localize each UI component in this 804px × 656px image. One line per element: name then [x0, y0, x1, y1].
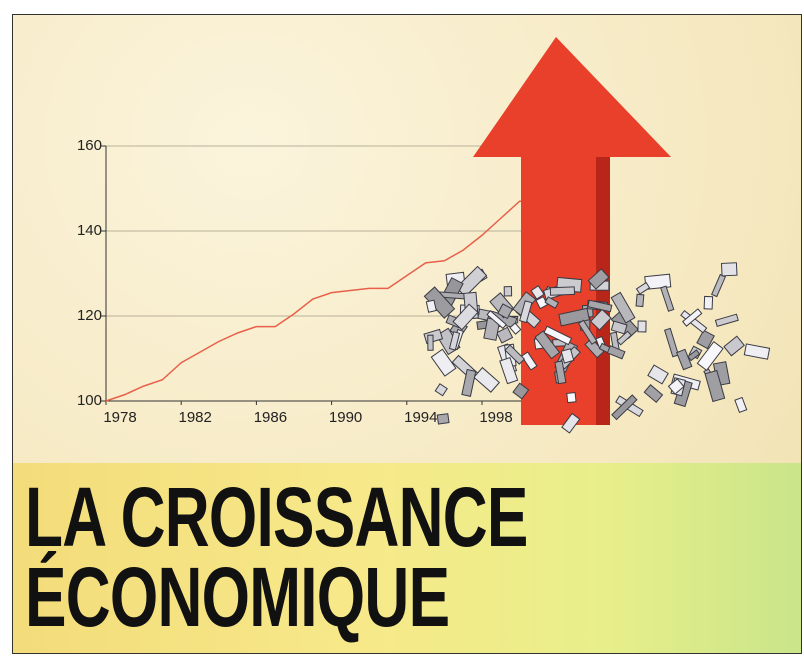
- brick: [688, 350, 700, 361]
- brick: [636, 283, 649, 294]
- brick: [721, 263, 737, 276]
- brick: [715, 314, 738, 326]
- poster: 1001201401601978198219861990199419982002…: [12, 14, 802, 654]
- brick: [735, 397, 747, 412]
- brick: [497, 327, 513, 343]
- brick: [661, 286, 674, 311]
- brick: [435, 384, 447, 396]
- brick: [638, 321, 646, 332]
- x-tick-label: 1986: [254, 409, 287, 426]
- brick: [648, 365, 668, 384]
- x-tick-label: 1982: [179, 409, 212, 426]
- title: LA CROISSANCE ÉCONOMIQUE: [25, 477, 587, 637]
- brick: [636, 294, 644, 306]
- brick: [426, 300, 436, 312]
- brick: [437, 414, 449, 424]
- x-tick-label: 1998: [479, 409, 512, 426]
- brick: [724, 336, 744, 356]
- brick: [431, 349, 456, 376]
- brick: [677, 349, 692, 369]
- brick: [550, 287, 574, 295]
- brick: [704, 296, 712, 309]
- y-tick-label: 100: [77, 392, 102, 409]
- brick: [644, 385, 662, 403]
- y-tick-label: 140: [77, 222, 102, 239]
- brick: [567, 393, 576, 403]
- y-tick-label: 120: [77, 307, 102, 324]
- brick: [474, 368, 499, 393]
- brick: [712, 275, 726, 297]
- brick: [428, 335, 433, 350]
- x-tick-label: 1978: [103, 409, 136, 426]
- x-tick-label: 1990: [329, 409, 362, 426]
- page: 1001201401601978198219861990199419982002…: [0, 0, 804, 656]
- brick: [607, 346, 624, 359]
- x-tick-label: 1994: [404, 409, 437, 426]
- y-tick-label: 160: [77, 137, 102, 154]
- brick: [504, 287, 511, 296]
- brick: [744, 344, 769, 359]
